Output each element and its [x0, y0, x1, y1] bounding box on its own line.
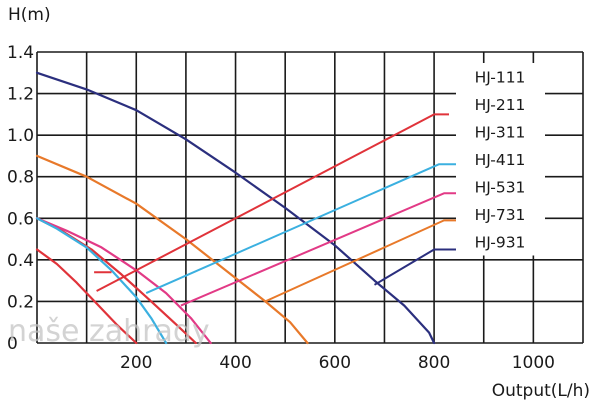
legend-background	[456, 63, 545, 256]
y-tick-label: 0.2	[7, 292, 34, 312]
series-line-hj-531	[35, 154, 309, 345]
x-tick-label: 600	[319, 353, 351, 373]
curve-series	[35, 71, 436, 345]
leader-line-hj-111	[96, 113, 449, 292]
x-tick-labels: 200 400 600 800 1000	[120, 353, 555, 373]
watermark: naše zahrady	[8, 314, 210, 349]
legend-label-hj-211: HJ-211	[475, 96, 526, 114]
y-tick-label: 0.4	[7, 251, 34, 271]
y-tick-label: 0.8	[7, 168, 34, 188]
y-tick-labels: 0 0.2 0.4 0.6 0.8 1.0 1.2 1.4	[7, 43, 34, 354]
y-tick-label: 0	[7, 334, 18, 354]
legend-label-hj-311: HJ-311	[475, 123, 526, 141]
y-tick-label: 0.6	[7, 209, 34, 229]
leader-line-hj-411	[145, 163, 459, 295]
legend-leader-lines	[94, 113, 459, 307]
y-tick-label: 1.4	[7, 43, 34, 63]
leader-line-hj-531	[180, 192, 459, 307]
x-tick-label: 1000	[512, 353, 555, 373]
leader-line-hj-931	[373, 248, 459, 286]
y-tick-label: 1.0	[7, 126, 34, 146]
y-axis-title: H(m)	[8, 5, 51, 25]
legend-label-hj-411: HJ-411	[475, 151, 526, 169]
legend: HJ-111 HJ-211 HJ-311 HJ-411 HJ-531 HJ-731 HJ-9…	[456, 63, 545, 256]
legend-label-hj-111: HJ-111	[475, 68, 526, 86]
x-tick-label: 200	[120, 353, 152, 373]
y-tick-label: 1.2	[7, 85, 34, 105]
series-line-hj-111	[35, 248, 138, 345]
series-line-hj-731	[35, 71, 436, 345]
legend-label-hj-931: HJ-931	[475, 233, 526, 251]
series-line-hj-411	[35, 217, 168, 345]
x-tick-label: 800	[418, 353, 450, 373]
x-tick-label: 400	[219, 353, 251, 373]
legend-label-hj-531: HJ-531	[475, 178, 526, 196]
x-axis-title: Output(L/h)	[492, 381, 590, 401]
leader-line-hj-731	[264, 219, 459, 303]
legend-label-hj-731: HJ-731	[475, 206, 526, 224]
